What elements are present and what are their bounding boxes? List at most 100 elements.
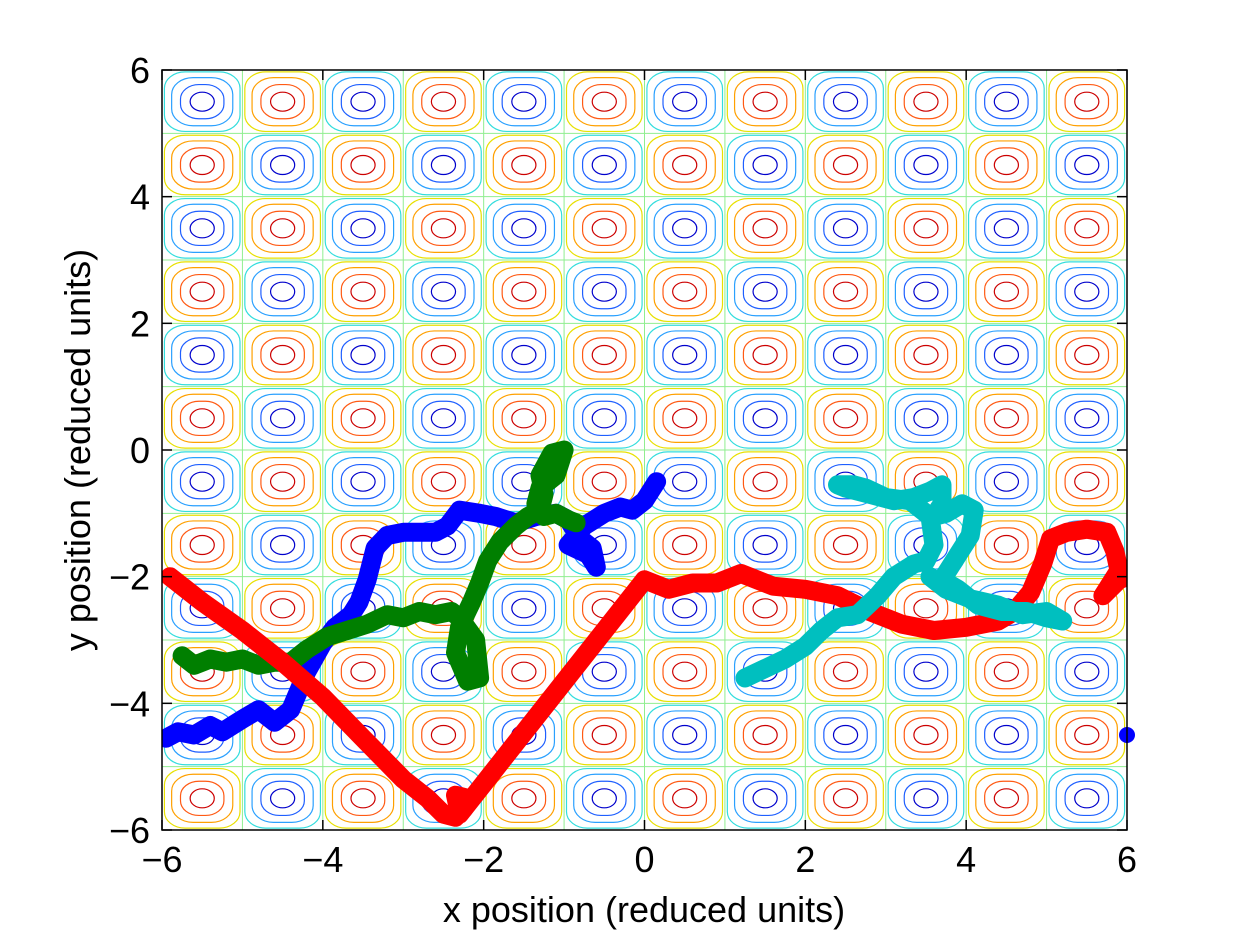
contour-line: [1048, 451, 1126, 513]
contour-line: [350, 154, 376, 176]
contour-line: [171, 267, 234, 317]
contour-line: [501, 780, 547, 817]
contour-line: [501, 83, 547, 120]
contour-line: [350, 281, 376, 302]
contour-line: [742, 83, 788, 120]
contour-line: [993, 534, 1020, 556]
contour-line: [807, 641, 884, 703]
contour-line: [565, 704, 643, 766]
contour-line: [1055, 773, 1118, 823]
contour-line: [894, 646, 958, 697]
contour-line: [269, 408, 296, 429]
contour-line: [260, 210, 305, 247]
contour-line: [189, 218, 215, 239]
contour-line: [733, 140, 797, 190]
contour-line: [646, 324, 724, 386]
contour-line: [163, 767, 241, 829]
contour-line: [412, 457, 475, 507]
contour-line: [581, 337, 627, 373]
contour-line: [331, 457, 395, 507]
contour-line: [993, 281, 1020, 302]
contour-line: [179, 780, 225, 817]
contour-line: [421, 337, 466, 373]
contour-line: [1074, 281, 1100, 302]
contour-line: [653, 267, 716, 317]
x-tick-label: −6: [141, 839, 182, 880]
contour-line: [573, 710, 636, 760]
y-tick-label: 0: [130, 430, 150, 471]
contour-line: [1055, 646, 1118, 697]
y-tick-label: −2: [109, 557, 150, 598]
contour-line: [405, 387, 482, 449]
contour-line: [742, 273, 788, 310]
contour-line: [1074, 788, 1100, 809]
contour-line: [492, 393, 556, 443]
contour-line: [814, 710, 877, 760]
contour-line: [903, 337, 949, 373]
contour-line: [967, 767, 1045, 829]
contour-line: [752, 598, 778, 619]
trajectory-line-4: [735, 475, 1073, 688]
contour-line: [984, 147, 1029, 183]
contour-line: [340, 210, 386, 247]
contour-line: [993, 218, 1020, 239]
contour-line: [1055, 393, 1118, 443]
contour-line: [733, 76, 797, 127]
contour-line: [903, 273, 949, 310]
contour-line: [501, 337, 547, 373]
contour-line: [511, 534, 537, 556]
contour-line: [832, 534, 859, 556]
contour-line: [993, 344, 1020, 366]
contour-line: [984, 780, 1029, 817]
contour-line: [653, 330, 716, 380]
trajectory-line-1: [162, 472, 667, 748]
contour-line: [171, 203, 234, 253]
trajectory-line-3: [162, 519, 1127, 827]
contour-line: [742, 210, 788, 247]
contour-line: [726, 451, 804, 513]
contour-line: [565, 197, 643, 259]
contour-line: [662, 653, 708, 690]
contour-line: [984, 463, 1029, 500]
contour-line: [752, 788, 778, 809]
contour-line: [807, 387, 884, 449]
contour-line: [823, 210, 868, 247]
contour-line: [324, 641, 402, 703]
contour-line: [591, 91, 617, 112]
contour-line: [646, 767, 724, 829]
contour-line: [573, 140, 636, 190]
contour-line: [662, 83, 708, 120]
contour-line: [672, 471, 698, 492]
contour-line: [421, 210, 466, 247]
contour-line: [823, 780, 868, 817]
contour-line: [993, 661, 1020, 682]
contour-line: [244, 514, 322, 576]
contour-line: [1074, 91, 1100, 112]
contour-line: [485, 71, 563, 133]
contour-line: [672, 598, 698, 619]
contour-line: [752, 344, 778, 366]
contour-line: [171, 330, 234, 380]
contour-line: [653, 203, 716, 253]
contour-line: [269, 281, 296, 302]
contour-line: [331, 330, 395, 380]
contour-line: [1074, 408, 1100, 429]
contour-line: [565, 71, 643, 133]
contour-line: [814, 393, 877, 443]
contour-line: [646, 387, 724, 449]
contour-line: [1074, 598, 1100, 619]
contour-line: [485, 134, 563, 196]
contour-line: [260, 273, 305, 310]
contour-line: [662, 527, 708, 563]
contour-line: [726, 134, 804, 196]
contour-line: [405, 197, 482, 259]
contour-line: [179, 337, 225, 373]
contour-line: [672, 218, 698, 239]
contour-line: [163, 387, 241, 449]
contour-line: [189, 281, 215, 302]
contour-line: [967, 451, 1045, 513]
contour-line: [163, 514, 241, 576]
contour-line: [331, 203, 395, 253]
contour-line: [244, 197, 322, 259]
contour-line: [260, 83, 305, 120]
